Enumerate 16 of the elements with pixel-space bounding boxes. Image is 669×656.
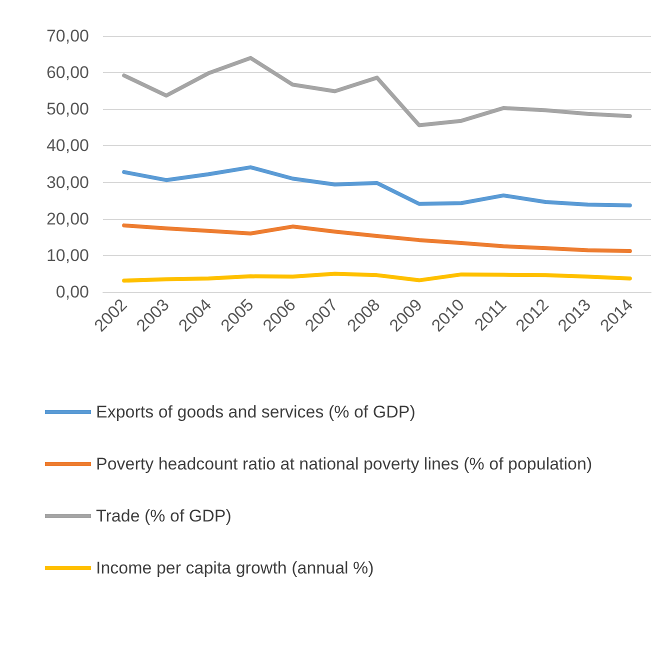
line-series bbox=[122, 272, 632, 283]
y-tick-label: 60,00 bbox=[46, 63, 89, 82]
legend-label: Exports of goods and services (% of GDP) bbox=[96, 402, 416, 422]
y-tick-label: 0,00 bbox=[56, 282, 89, 302]
line-series bbox=[122, 56, 632, 128]
line-series bbox=[122, 223, 632, 254]
y-tick-label: 30,00 bbox=[46, 172, 89, 192]
y-tick-label: 20,00 bbox=[46, 209, 89, 228]
y-tick-label: 10,00 bbox=[46, 246, 89, 265]
y-tick-label: 40,00 bbox=[46, 136, 89, 156]
line-series bbox=[122, 165, 632, 208]
y-tick-label: 50,00 bbox=[46, 100, 89, 119]
legend-label: Income per capita growth (annual %) bbox=[96, 558, 374, 578]
legend-label: Poverty headcount ratio at national poverty lines (% of population) bbox=[96, 454, 592, 474]
y-tick-label: 70,00 bbox=[46, 26, 89, 46]
legend-label: Trade (% of GDP) bbox=[96, 506, 232, 526]
